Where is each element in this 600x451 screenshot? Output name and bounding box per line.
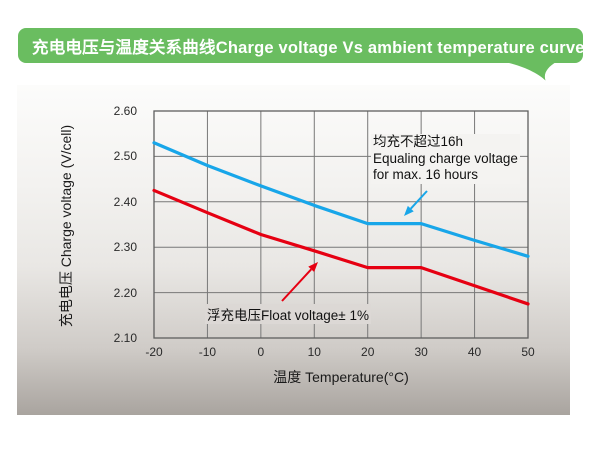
x-tick-label: 20 xyxy=(361,345,375,359)
title-banner: 充电电压与温度关系曲线Charge voltage Vs ambient tem… xyxy=(18,28,585,63)
page-title: 充电电压与温度关系曲线Charge voltage Vs ambient tem… xyxy=(32,38,585,57)
float-annotation: 浮充电压Float voltage± 1% xyxy=(205,304,371,324)
y-tick-label: 2.20 xyxy=(113,285,137,300)
x-axis-title: 温度 Temperature(°C) xyxy=(273,369,409,385)
x-tick-label: -10 xyxy=(198,345,217,359)
x-tick-label: -20 xyxy=(145,345,163,359)
equalize-annotation: 均充不超过16h Equaling charge voltage for max… xyxy=(371,134,520,184)
equalize-annotation-line1: 均充不超过16h xyxy=(373,134,464,149)
y-tick-label: 2.40 xyxy=(113,194,137,209)
x-tick-label: 10 xyxy=(307,345,321,359)
y-tick-label: 2.60 xyxy=(113,104,137,118)
y-tick-label: 2.10 xyxy=(113,331,137,345)
equalize-annotation-line2: Equaling charge voltage xyxy=(373,150,518,166)
equalize-annotation-line3: for max. 16 hours xyxy=(373,167,479,182)
y-tick-label: 2.50 xyxy=(113,149,137,164)
x-tick-label: 40 xyxy=(467,345,482,359)
x-tick-label: 50 xyxy=(521,345,535,359)
banner-tail-icon xyxy=(505,62,556,81)
x-tick-label: 0 xyxy=(257,345,265,359)
x-tick-label: 30 xyxy=(414,345,428,359)
y-tick-label: 2.30 xyxy=(113,240,137,255)
y-axis-title: 充电电压 Charge voltage (V/cell) xyxy=(58,124,74,328)
